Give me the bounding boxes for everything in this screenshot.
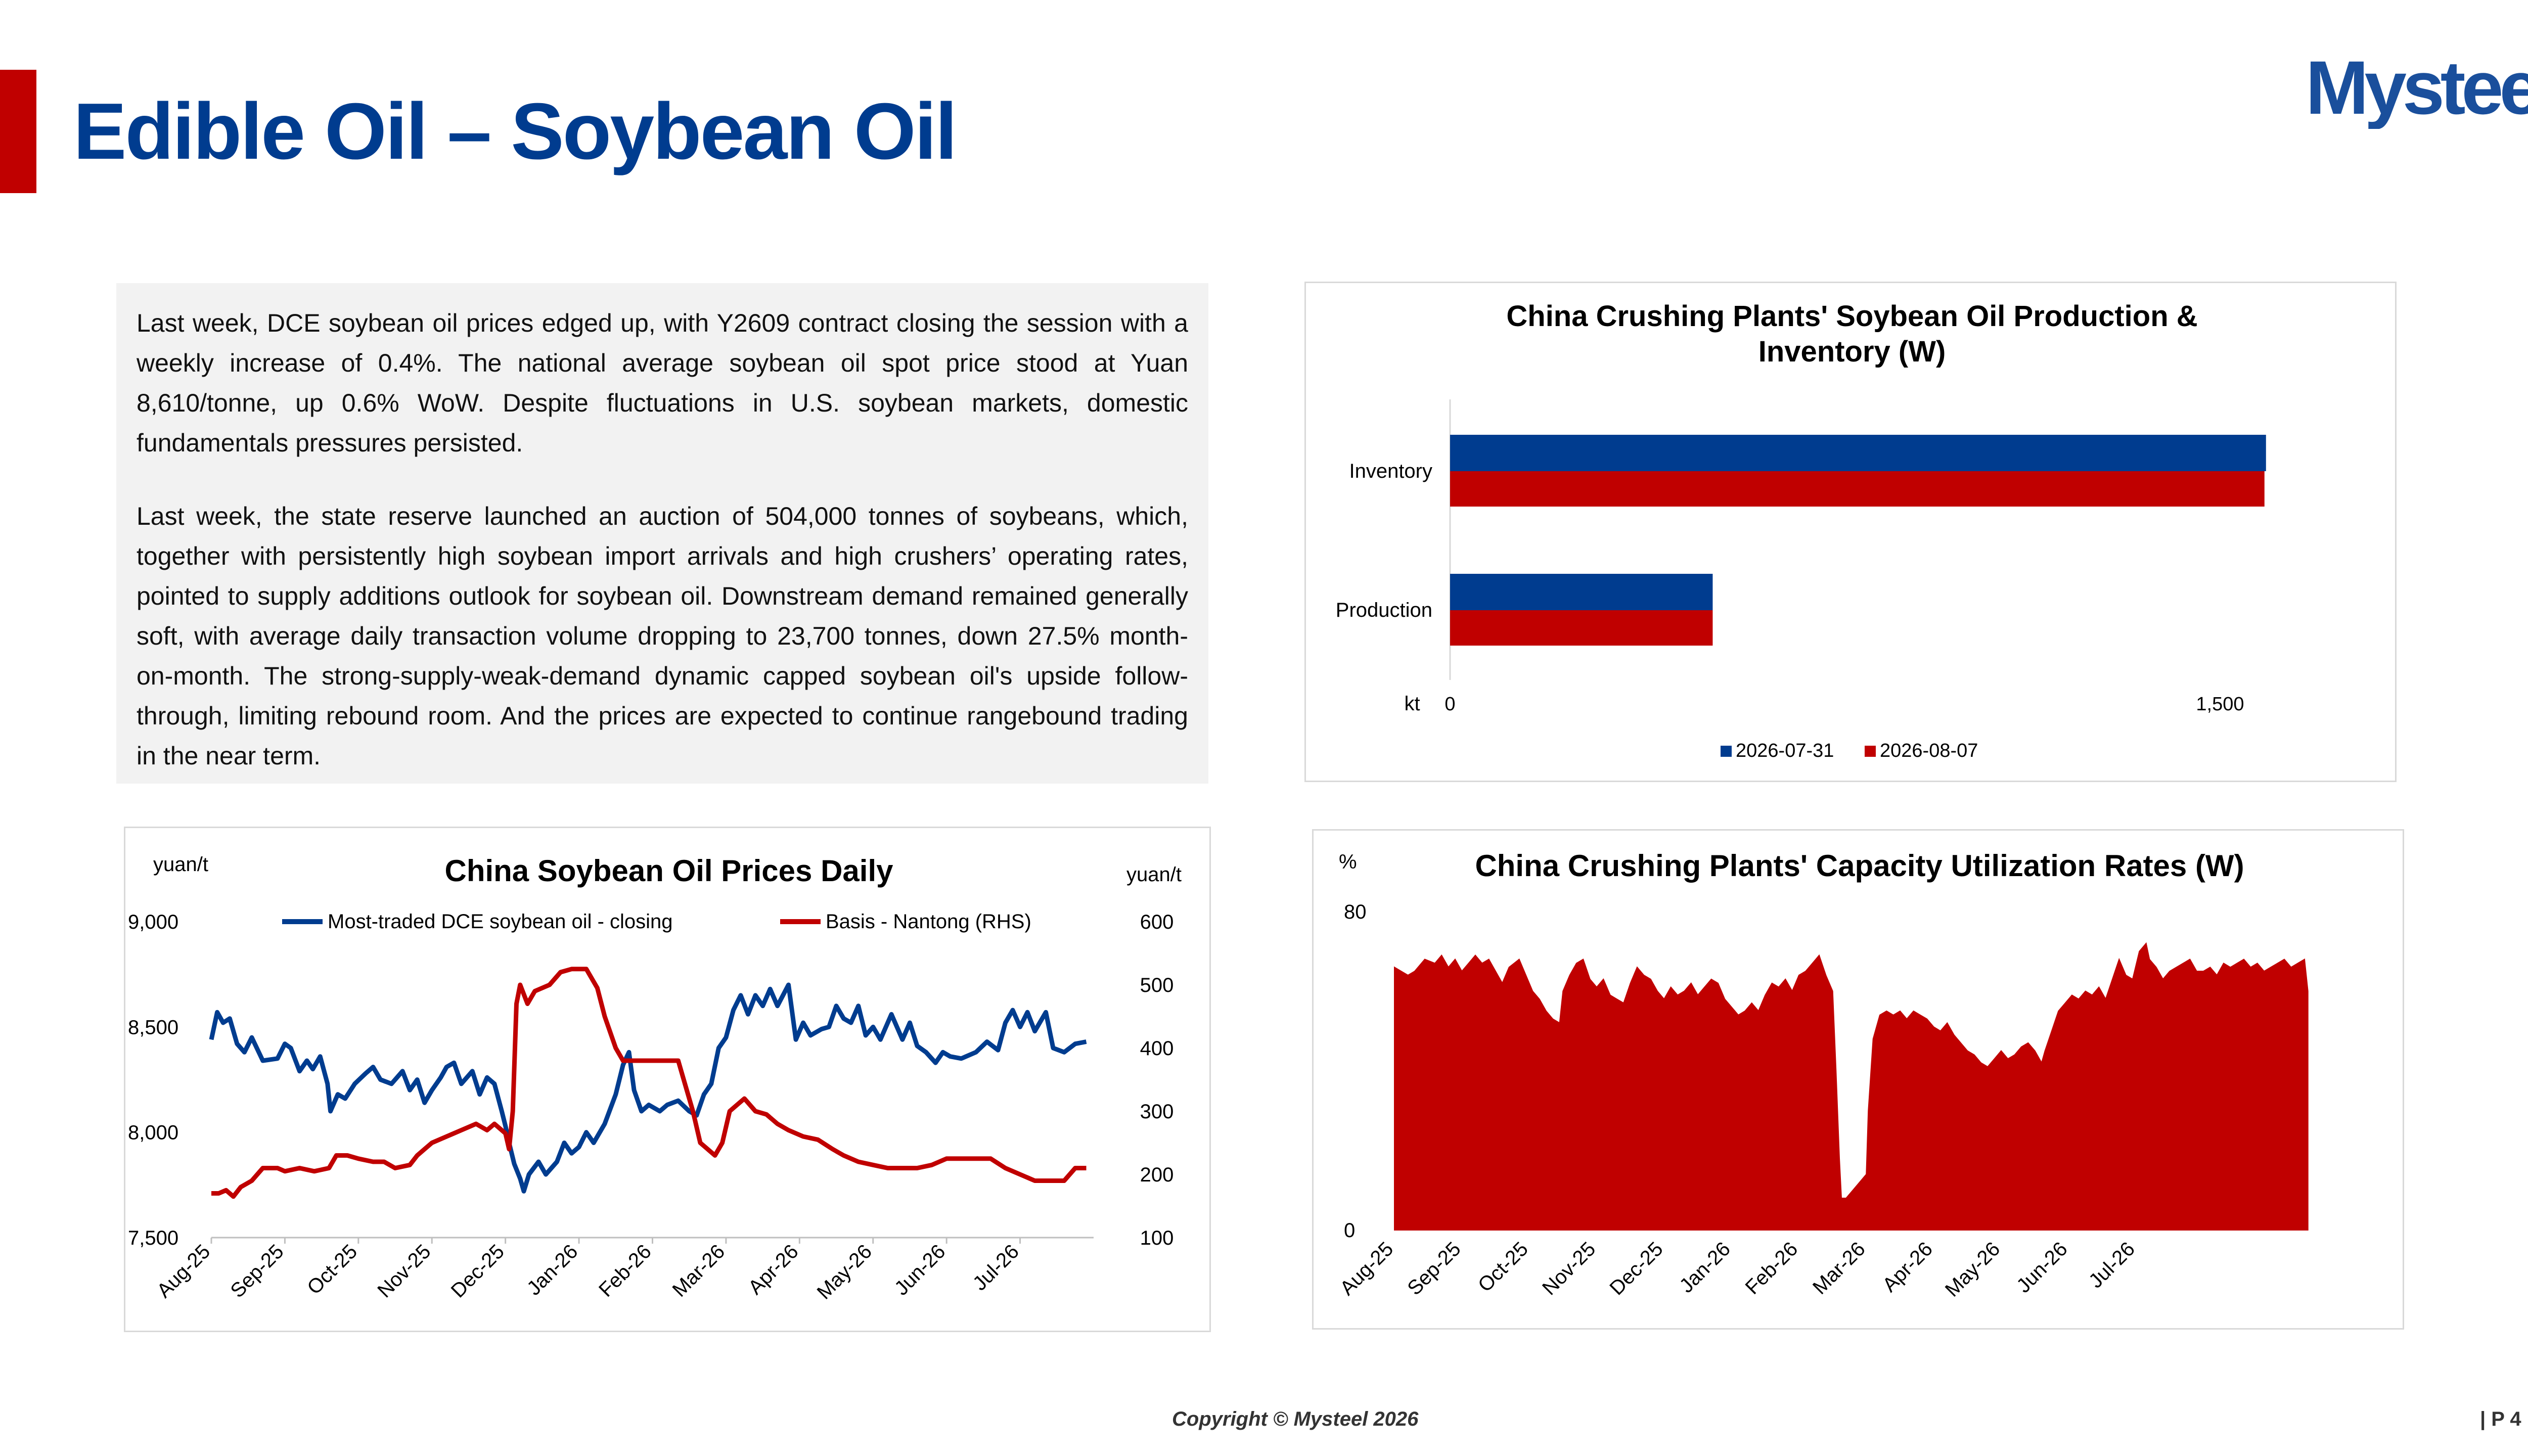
- legend-label-2026-07-31: 2026-07-31: [1736, 740, 1834, 761]
- prices-daily-svg: yuan/t yuan/t China Soybean Oil Prices D…: [128, 853, 1182, 1304]
- series-line-basis-nantong: [211, 967, 1087, 1199]
- footer-page-number: | P 4: [2480, 1408, 2521, 1430]
- category-label-inventory: Inventory: [1349, 460, 1432, 482]
- chart-title-line1: China Crushing Plants' Soybean Oil Produ…: [1506, 300, 2197, 333]
- left-axis-unit: yuan/t: [153, 853, 208, 876]
- y-tick-label-right: 100: [1140, 1227, 1174, 1249]
- x-tick-label: Jun-26: [890, 1240, 950, 1300]
- commentary-paragraph-2: Last week, the state reserve launched an…: [137, 502, 1188, 770]
- x-tick-label: Sep-25: [1403, 1238, 1465, 1299]
- x-tick-label: Oct-25: [1474, 1238, 1532, 1296]
- legend-swatch-2026-08-07: [1865, 746, 1876, 757]
- y-tick-label-left: 7,500: [128, 1227, 178, 1249]
- chart-title: China Soybean Oil Prices Daily: [445, 854, 894, 888]
- series-area-utilization: [1394, 942, 2309, 1231]
- y-tick-label: 0: [1344, 1219, 1355, 1242]
- y-tick-label-right: 500: [1140, 974, 1174, 996]
- logo-text: Mysteel: [2306, 48, 2528, 129]
- y-axis-unit: %: [1339, 851, 1357, 873]
- legend-label-basis: Basis - Nantong (RHS): [826, 911, 1031, 933]
- page-title: Edible Oil – Soybean Oil: [73, 87, 957, 176]
- mysteel-logo: Mysteel: [2306, 48, 2528, 129]
- y-tick-label-left: 8,500: [128, 1016, 178, 1038]
- x-tick-label: Jul-26: [2085, 1238, 2139, 1292]
- y-tick-label-left: 9,000: [128, 911, 178, 933]
- chart-title-line2: Inventory (W): [1758, 335, 1946, 368]
- x-tick-label: Jan-26: [1675, 1238, 1735, 1297]
- y-tick-label-right: 600: [1140, 911, 1174, 933]
- y-tick-label: 80: [1344, 901, 1367, 923]
- x-tick-label-1500: 1,500: [2196, 694, 2244, 715]
- x-tick-label: Aug-25: [1336, 1238, 1397, 1299]
- x-tick-label: May-26: [813, 1240, 876, 1303]
- prices-daily-chart: yuan/t yuan/t China Soybean Oil Prices D…: [124, 827, 1211, 1332]
- right-axis-unit: yuan/t: [1126, 863, 1182, 886]
- legend-label-dce: Most-traded DCE soybean oil - closing: [328, 911, 673, 933]
- x-tick-label: Feb-26: [1741, 1238, 1802, 1299]
- chart-title: China Crushing Plants' Capacity Utilizat…: [1475, 849, 2244, 883]
- production-inventory-chart: China Crushing Plants' Soybean Oil Produ…: [1304, 282, 2397, 782]
- bar-inventory-2026-08-07: [1450, 471, 2265, 507]
- bar-production-2026-08-07: [1450, 610, 1713, 646]
- x-tick-label: May-26: [1941, 1238, 2004, 1301]
- x-tick-label: Oct-25: [303, 1240, 362, 1299]
- commentary-paragraph-1: Last week, DCE soybean oil prices edged …: [137, 309, 1188, 457]
- x-tick-label: Sep-25: [226, 1240, 288, 1302]
- y-tick-label-right: 200: [1140, 1164, 1174, 1186]
- y-tick-label-left: 8,000: [128, 1122, 178, 1144]
- bar-production-2026-07-31: [1450, 574, 1713, 610]
- unit-label-kt: kt: [1404, 693, 1420, 715]
- legend-label-2026-08-07: 2026-08-07: [1880, 740, 1978, 761]
- x-tick-label: Apr-26: [744, 1240, 803, 1299]
- x-tick-label: Dec-25: [1605, 1238, 1667, 1299]
- legend-swatch-2026-07-31: [1721, 746, 1732, 757]
- footer-copyright: Copyright © Mysteel 2026: [1172, 1408, 1419, 1430]
- x-tick-label: Nov-25: [373, 1240, 435, 1302]
- capacity-utilization-svg: % China Crushing Plants' Capacity Utiliz…: [1336, 849, 2309, 1301]
- x-tick-label: Feb-26: [595, 1240, 656, 1301]
- x-tick-label: Jan-26: [523, 1240, 582, 1300]
- x-tick-label: Apr-26: [1878, 1238, 1937, 1296]
- bar-inventory-2026-07-31: [1450, 435, 2266, 471]
- x-tick-label-0: 0: [1444, 694, 1455, 715]
- x-tick-label: Jun-26: [2012, 1238, 2072, 1297]
- title-accent-bar: [0, 70, 36, 193]
- y-tick-label-right: 400: [1140, 1037, 1174, 1060]
- category-label-production: Production: [1336, 599, 1432, 621]
- x-tick-label: Dec-25: [447, 1240, 509, 1302]
- x-tick-label: Jul-26: [969, 1240, 1023, 1295]
- y-tick-label-right: 300: [1140, 1101, 1174, 1123]
- x-tick-label: Aug-25: [153, 1240, 214, 1302]
- capacity-utilization-chart: % China Crushing Plants' Capacity Utiliz…: [1312, 829, 2404, 1330]
- production-inventory-svg: China Crushing Plants' Soybean Oil Produ…: [1336, 300, 2266, 761]
- x-tick-label: Mar-26: [1809, 1238, 1870, 1299]
- x-tick-label: Mar-26: [668, 1240, 730, 1301]
- x-tick-label: Nov-25: [1538, 1238, 1600, 1299]
- commentary-box: Last week, DCE soybean oil prices edged …: [116, 283, 1208, 784]
